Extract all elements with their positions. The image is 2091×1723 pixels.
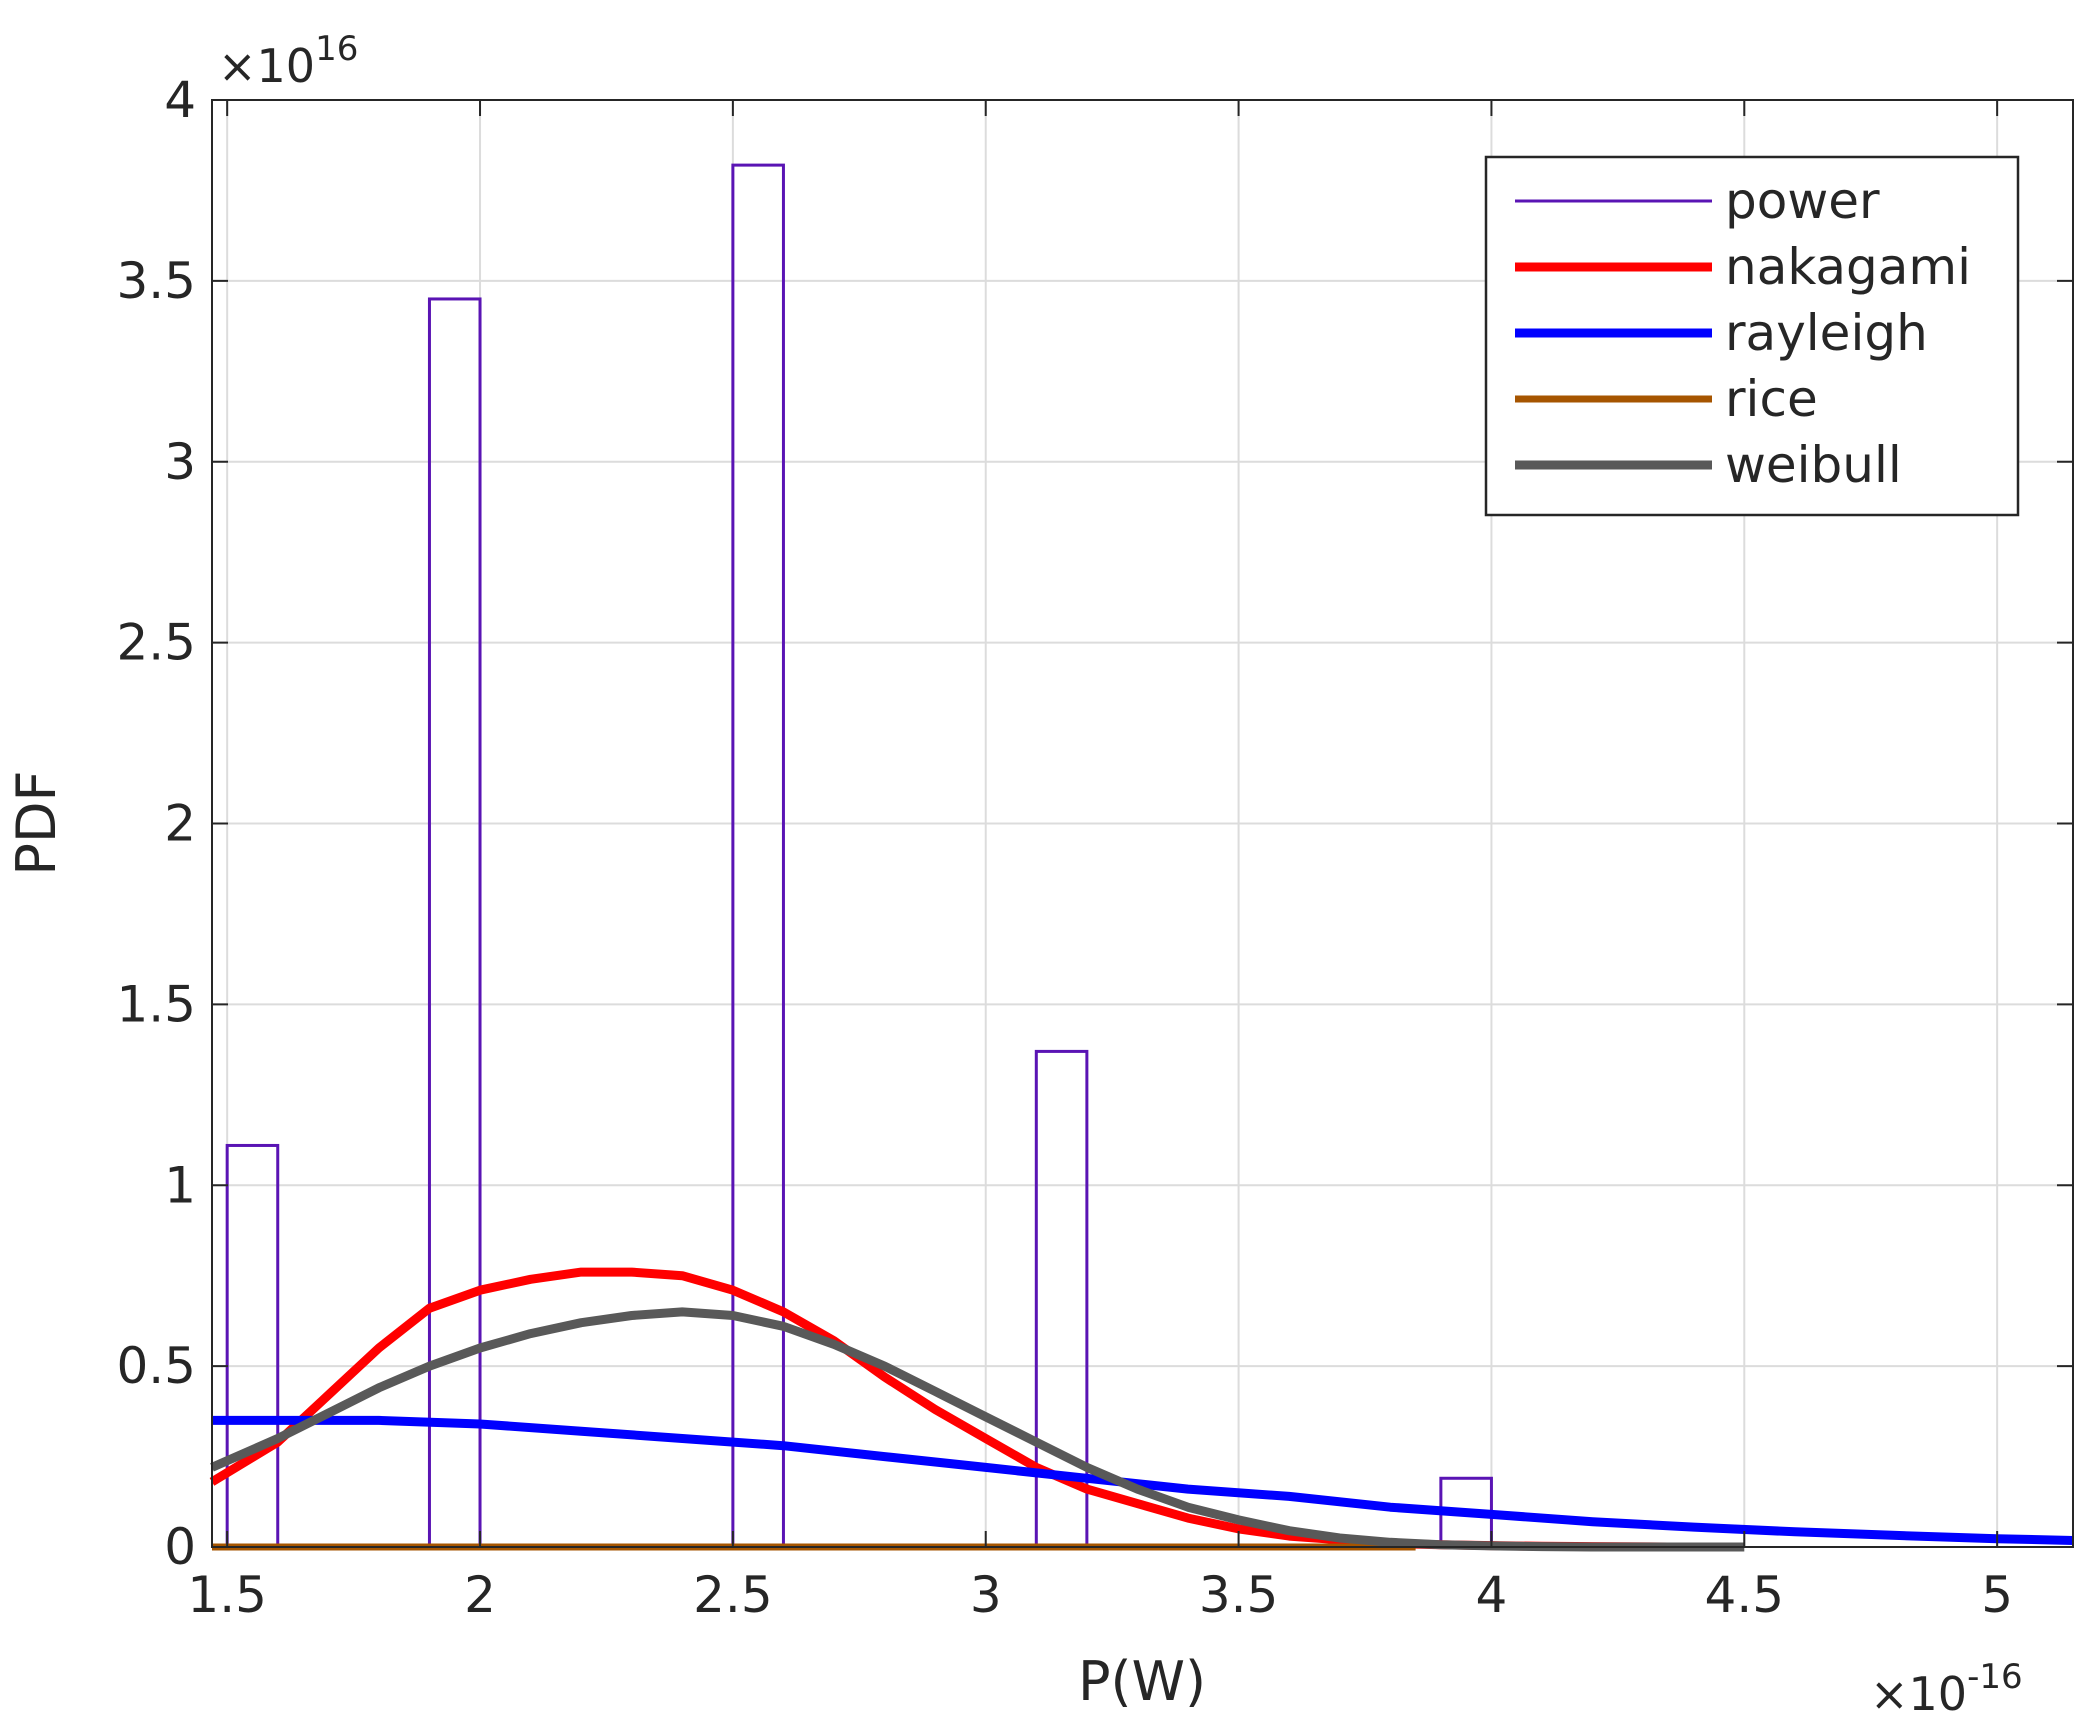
- series-line-rayleigh: [212, 1415, 2074, 1545]
- y-exponent-power: 16: [315, 29, 358, 69]
- y-tick-label: 0.5: [116, 1337, 196, 1395]
- y-tick-label: 1.5: [116, 975, 196, 1033]
- y-tick-label: 3.5: [116, 252, 196, 310]
- y-tick-label: 1: [164, 1156, 196, 1214]
- x-tick-label: 3.5: [1199, 1566, 1279, 1624]
- x-tick-label: 4: [1476, 1566, 1508, 1624]
- series-line-weibull: [210, 1307, 1745, 1552]
- legend: power nakagami rayleigh rice weibull: [1484, 155, 2020, 517]
- x-tick-label: 5: [1981, 1566, 2013, 1624]
- y-tick-label: 4: [164, 71, 196, 129]
- y-exponent-label: ×1016: [218, 29, 358, 93]
- x-tick-label: 4.5: [1705, 1566, 1785, 1624]
- legend-label-nakagami: nakagami: [1725, 238, 1971, 296]
- x-exponent-power: -16: [1967, 1657, 2023, 1697]
- legend-label-rice: rice: [1725, 370, 1818, 428]
- x-tick-label: 2.5: [693, 1566, 773, 1624]
- legend-label-rayleigh: rayleigh: [1725, 304, 1928, 362]
- y-tick-label: 0: [164, 1518, 196, 1576]
- y-tick-label: 2: [164, 795, 196, 853]
- x-tick-label: 3: [970, 1566, 1002, 1624]
- y-tick-label: 3: [164, 433, 196, 491]
- y-axis-label: PDF: [5, 770, 68, 875]
- x-exponent-label: ×10-16: [1870, 1657, 2023, 1721]
- x-exponent-prefix: ×10: [1870, 1667, 1967, 1721]
- y-exponent-prefix: ×10: [218, 39, 315, 93]
- ticks: 1.5 2 2.5 3 3.5 4 4.5 5 0 0.5 1 1.5 2 2.5 3 3.5 4: [116, 71, 2073, 1624]
- legend-label-power: power: [1725, 172, 1880, 230]
- legend-items: power nakagami rayleigh rice weibull: [1515, 172, 1971, 494]
- y-tick-label: 2.5: [116, 614, 196, 672]
- legend-label-weibull: weibull: [1725, 436, 1902, 494]
- x-tick-label: 1.5: [187, 1566, 267, 1624]
- x-tick-label: 2: [464, 1566, 496, 1624]
- x-axis-label: P(W): [1078, 1650, 1206, 1713]
